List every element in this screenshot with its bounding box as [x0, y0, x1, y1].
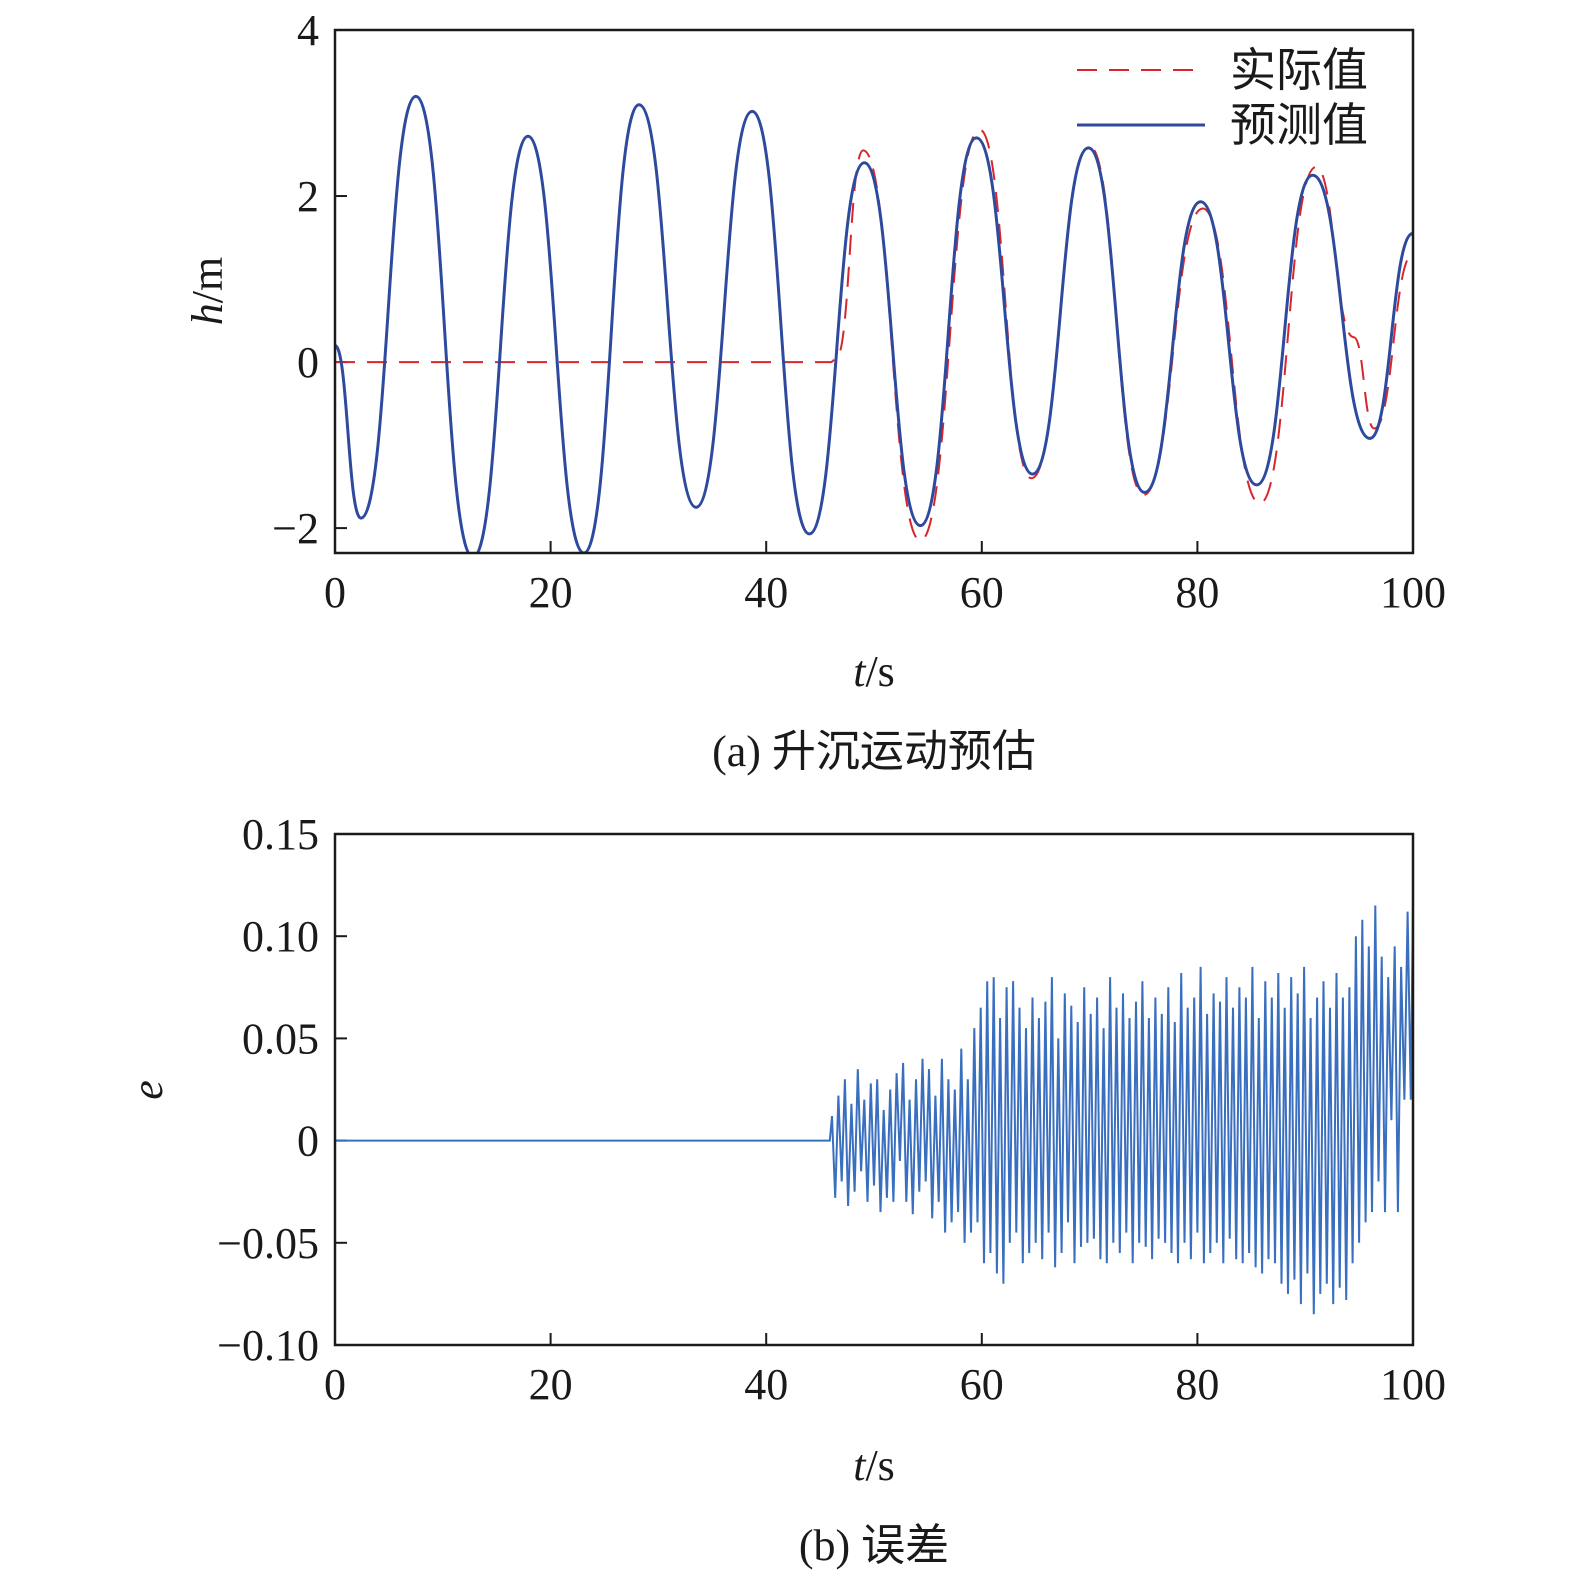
panel-b-caption: (b) 误差 — [799, 1521, 949, 1570]
panel-b-x-axis-variable: t — [853, 1441, 867, 1490]
panel-a-plot-frame — [333, 28, 1415, 555]
panel-b-x-tick-label: 80 — [1175, 1360, 1219, 1409]
predicted-value-line — [335, 94, 1413, 553]
panel-a-y-tick-label: −2 — [272, 504, 319, 553]
panel-a-y-tick-label: 2 — [297, 172, 319, 221]
panel-b-y-tick-label: 0.05 — [242, 1014, 319, 1063]
panel-a-y-axis-variable: h — [183, 303, 232, 325]
panel-b-y-tick-label: 0 — [297, 1117, 319, 1166]
panel-a-x-tick-label: 40 — [744, 568, 788, 617]
panel-b-y-axis-label: e — [123, 1080, 172, 1100]
legend: 实际值 预测值 — [1077, 45, 1368, 151]
panel-b-x-axis-unit: /s — [865, 1441, 894, 1490]
panel-b-x-tick-label: 100 — [1380, 1360, 1446, 1409]
panel-a-x-tick-label: 20 — [529, 568, 573, 617]
panel-b-x-tick-label: 60 — [960, 1360, 1004, 1409]
panel-a-y-tick-label: 4 — [297, 6, 319, 55]
panel-b-y-tick-label: 0.15 — [242, 810, 319, 859]
panel-a-x-axis-label: t/s — [853, 647, 895, 696]
panel-a-x-tick-label: 80 — [1175, 568, 1219, 617]
panel-b-y-tick-label: −0.10 — [217, 1321, 319, 1370]
panel-b-y-tick-label: 0.10 — [242, 912, 319, 961]
panel-b-x-axis-label: t/s — [853, 1441, 895, 1490]
error-line — [335, 899, 1413, 1315]
panel-b-ticks: 0 20 40 60 80 100 −0.10 −0.05 0 0.05 0.10 0.15 — [217, 810, 1446, 1409]
legend-actual-label: 实际值 — [1230, 45, 1368, 96]
panel-a-caption: (a) 升沉运动预估 — [712, 727, 1036, 776]
panel-a-y-axis-unit: /m — [183, 257, 232, 303]
panel-b-y-tick-label: −0.05 — [217, 1219, 319, 1268]
panel-a-x-tick-label: 0 — [324, 568, 346, 617]
panel-b-x-tick-label: 40 — [744, 1360, 788, 1409]
panel-a-x-axis-unit: /s — [865, 647, 894, 696]
panel-a-x-tick-label: 100 — [1380, 568, 1446, 617]
panel-a-y-tick-label: 0 — [297, 338, 319, 387]
panel-b-x-tick-label: 20 — [529, 1360, 573, 1409]
panel-b-plot-frame — [333, 832, 1415, 1347]
panel-b-x-tick-label: 0 — [324, 1360, 346, 1409]
panel-a-x-tick-label: 60 — [960, 568, 1004, 617]
panel-a-y-axis-label: h/m — [183, 257, 232, 325]
legend-predicted-label: 预测值 — [1230, 100, 1368, 151]
panel-a-x-axis-variable: t — [853, 647, 867, 696]
